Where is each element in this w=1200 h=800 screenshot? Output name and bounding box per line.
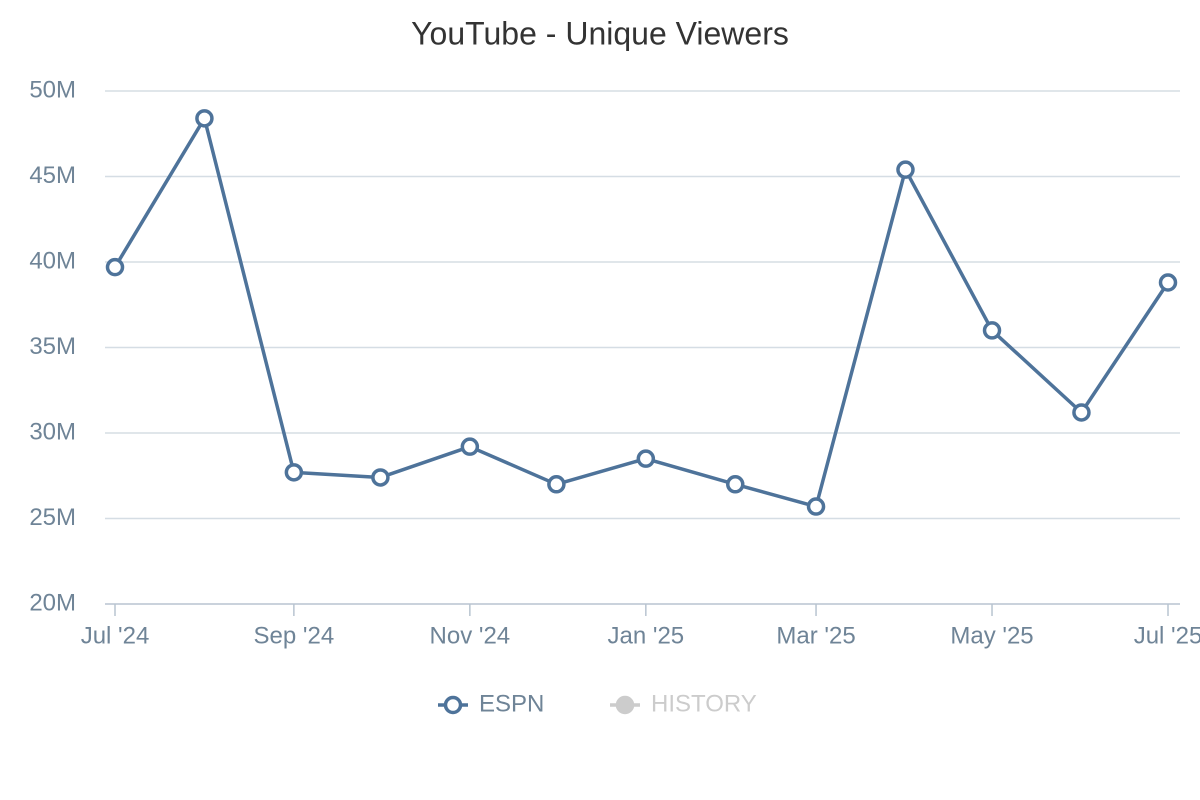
legend-symbol xyxy=(443,695,463,715)
legend-symbol xyxy=(615,695,635,715)
x-tick-label: Sep '24 xyxy=(254,622,335,649)
x-tick-label: Mar '25 xyxy=(776,622,855,649)
point xyxy=(1072,403,1091,422)
point xyxy=(371,468,390,487)
chart-title: YouTube - Unique Viewers xyxy=(411,15,789,51)
y-tick-label: 20M xyxy=(29,589,76,616)
x-tick-label: Jul '25 xyxy=(1134,622,1200,649)
point xyxy=(806,497,826,516)
point xyxy=(547,475,566,494)
legend-label: HISTORY xyxy=(651,690,757,717)
legend-label: ESPN xyxy=(479,690,544,717)
x-tick-label: Jan '25 xyxy=(608,622,685,649)
point xyxy=(195,109,214,128)
y-tick-label: 35M xyxy=(29,333,76,360)
legend-item[interactable]: ESPN xyxy=(438,690,544,717)
y-tick-label: 30M xyxy=(29,418,76,445)
legend-item[interactable]: HISTORY xyxy=(610,690,757,717)
point xyxy=(1158,273,1178,292)
y-tick-label: 50M xyxy=(29,76,76,103)
x-tick-label: Jul '24 xyxy=(81,622,150,649)
y-tick-label: 25M xyxy=(29,504,76,531)
point xyxy=(460,437,480,456)
point xyxy=(982,321,1002,340)
x-tick-label: May '25 xyxy=(950,622,1033,649)
point xyxy=(105,257,125,277)
point xyxy=(726,475,745,494)
y-tick-label: 40M xyxy=(29,247,76,274)
x-tick-label: Nov '24 xyxy=(430,622,511,649)
point xyxy=(896,160,915,179)
point xyxy=(284,463,304,482)
y-tick-label: 45M xyxy=(29,162,76,189)
point xyxy=(636,449,656,468)
